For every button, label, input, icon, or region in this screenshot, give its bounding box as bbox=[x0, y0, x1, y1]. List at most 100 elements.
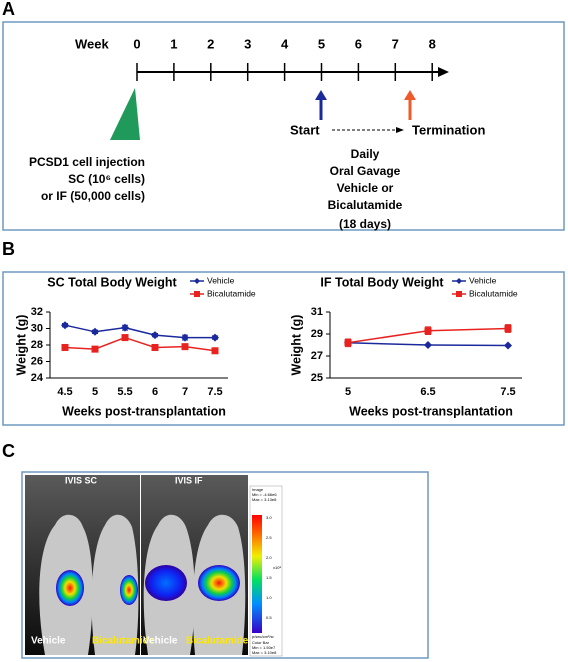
x-tick-label: 4.5 bbox=[57, 386, 72, 398]
y-axis-label: Weight (g) bbox=[14, 315, 28, 376]
x-tick-label: 5.5 bbox=[117, 386, 132, 398]
injection-text: PCSD1 cell injection bbox=[29, 155, 145, 169]
injection-text: or IF (50,000 cells) bbox=[41, 189, 145, 203]
y-axis-label: Weight (g) bbox=[289, 315, 303, 376]
legend-label: Vehicle bbox=[207, 275, 235, 285]
panel-label: C bbox=[2, 441, 15, 461]
data-point bbox=[344, 339, 352, 347]
injection-marker bbox=[110, 88, 140, 140]
panel-frame bbox=[2, 271, 565, 426]
legend-label: Vehicle bbox=[469, 275, 497, 285]
scale-tick: 2.5 bbox=[266, 535, 272, 540]
treatment-text: Oral Gavage bbox=[330, 164, 401, 178]
scale-unit: x10⁸ bbox=[273, 565, 281, 570]
week-label: 4 bbox=[281, 36, 289, 51]
scale-tick: 2.0 bbox=[266, 555, 272, 560]
data-point bbox=[61, 321, 69, 330]
data-point bbox=[121, 323, 129, 332]
y-tick-label: 28 bbox=[31, 339, 43, 351]
week-label: 5 bbox=[318, 36, 325, 51]
data-point bbox=[424, 327, 432, 335]
y-tick-label: 29 bbox=[311, 328, 323, 340]
week-label: 0 bbox=[133, 36, 140, 51]
treatment-text: (18 days) bbox=[339, 217, 391, 231]
legend-marker bbox=[194, 278, 200, 284]
x-tick-label: 6.5 bbox=[420, 386, 435, 398]
data-point bbox=[504, 341, 512, 350]
panel-frame bbox=[2, 21, 565, 231]
scale-tick: 1.0 bbox=[266, 595, 272, 600]
injection-text: SC (10⁶ cells) bbox=[68, 172, 145, 186]
scale-footer: Color Bar bbox=[252, 640, 270, 645]
data-point bbox=[61, 343, 69, 351]
week-label: 3 bbox=[244, 36, 251, 51]
treatment-arrowhead bbox=[396, 127, 404, 133]
scale-header: Min = -4.66e6 bbox=[252, 492, 277, 497]
data-point bbox=[121, 334, 129, 342]
data-point bbox=[181, 333, 189, 342]
scale-tick: 1.5 bbox=[266, 575, 272, 580]
scale-tick: 0.5 bbox=[266, 615, 272, 620]
week-label: 2 bbox=[207, 36, 214, 51]
chart-title: SC Total Body Weight bbox=[47, 275, 177, 289]
treatment-text: Vehicle or bbox=[337, 181, 394, 195]
start-arrowhead bbox=[315, 90, 327, 100]
termination-arrowhead bbox=[404, 90, 416, 100]
chart-title: IF Total Body Weight bbox=[320, 275, 444, 289]
data-point bbox=[181, 343, 189, 351]
legend-marker bbox=[194, 291, 200, 297]
scale-header: Image bbox=[252, 487, 264, 492]
mouse-label: Bicalutamide bbox=[92, 636, 155, 647]
panel-label: A bbox=[2, 0, 15, 19]
x-tick-label: 5 bbox=[345, 386, 351, 398]
mouse-label: Vehicle bbox=[31, 636, 66, 647]
data-point bbox=[151, 343, 159, 351]
termination-label: Termination bbox=[412, 122, 485, 137]
x-tick-label: 7.5 bbox=[500, 386, 515, 398]
data-point bbox=[211, 347, 219, 355]
data-point bbox=[91, 345, 99, 353]
y-tick-label: 30 bbox=[31, 322, 43, 334]
x-tick-label: 7 bbox=[182, 386, 188, 398]
data-point bbox=[424, 341, 432, 349]
x-tick-label: 7.5 bbox=[207, 386, 222, 398]
y-tick-label: 27 bbox=[311, 350, 323, 362]
y-tick-label: 26 bbox=[31, 355, 43, 367]
scale-header: Max = 3.13e8 bbox=[252, 497, 277, 502]
y-tick-label: 24 bbox=[31, 372, 44, 384]
week-label: 1 bbox=[170, 36, 177, 51]
charts: SC Total Body Weight 24 26 28 30 32 4.5 5 5.5 6 7 7… bbox=[14, 275, 522, 418]
legend-label: Bicalutamide bbox=[469, 288, 518, 298]
legend-label: Bicalutamide bbox=[207, 288, 256, 298]
series-line bbox=[64, 324, 215, 339]
legend-marker bbox=[456, 278, 462, 284]
start-label: Start bbox=[290, 122, 320, 137]
data-point bbox=[211, 333, 219, 342]
legend-marker bbox=[456, 291, 462, 297]
scale-tick: 3.0 bbox=[266, 515, 272, 520]
timeline: 0 1 2 3 4 5 6 7 8 bbox=[133, 36, 436, 81]
week-label: Week bbox=[75, 36, 109, 51]
y-tick-label: 32 bbox=[31, 306, 43, 318]
data-point bbox=[504, 325, 512, 332]
scale-units-text: p/sec/cm²/sr bbox=[252, 634, 274, 639]
treatment-text: Daily bbox=[351, 147, 380, 161]
week-label: 6 bbox=[355, 36, 362, 51]
mouse-label: Bicalutamide bbox=[186, 636, 249, 647]
series-line bbox=[64, 336, 216, 352]
x-tick-label: 6 bbox=[152, 386, 158, 398]
y-tick-label: 31 bbox=[311, 306, 323, 318]
y-tick-label: 25 bbox=[311, 372, 323, 384]
week-label: 7 bbox=[392, 36, 399, 51]
week-label: 8 bbox=[429, 36, 436, 51]
image-title: IVIS SC bbox=[65, 475, 98, 485]
ivis-image bbox=[25, 475, 283, 657]
image-title: IVIS IF bbox=[175, 475, 203, 485]
timeline-arrowhead bbox=[438, 67, 449, 77]
x-axis-label: Weeks post-transplantation bbox=[62, 404, 226, 418]
scale-footer: Max = 3.10e8 bbox=[252, 650, 277, 655]
x-tick-label: 5 bbox=[92, 386, 98, 398]
scale-footer: Min = 1.50e7 bbox=[252, 645, 276, 650]
data-point bbox=[151, 331, 159, 340]
